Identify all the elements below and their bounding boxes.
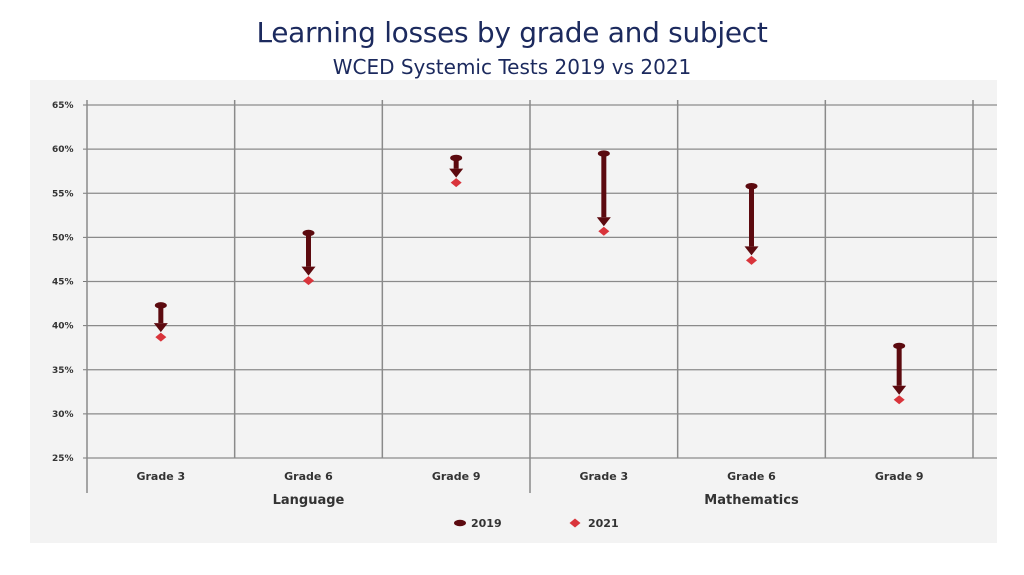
point-2021	[450, 178, 462, 188]
arrow-head	[449, 168, 464, 178]
point-2021	[893, 395, 905, 405]
point-2019	[597, 150, 610, 157]
arrow-head	[301, 266, 316, 276]
y-tick-label: 35%	[52, 366, 74, 376]
legend-marker-2021	[569, 518, 581, 528]
chart-subtitle: WCED Systemic Tests 2019 vs 2021	[332, 55, 692, 79]
y-tick-label: 50%	[52, 233, 74, 243]
point-2019	[450, 154, 463, 162]
point-2019	[154, 302, 167, 309]
arrow-head	[596, 217, 611, 227]
arrow-head	[744, 246, 759, 256]
category-label: Grade 9	[875, 470, 924, 483]
y-tick-label: 55%	[52, 189, 74, 199]
point-2021	[155, 332, 167, 342]
category-label: Grade 3	[136, 470, 185, 483]
group-label: Language	[273, 493, 345, 508]
y-tick-label: 40%	[52, 322, 74, 332]
chart-panel: 25% 30% 35% 40% 45% 50% 55% 60% 65% Grade 3 Grade …	[30, 80, 997, 543]
group-label: Mathematics	[704, 493, 799, 508]
category-label: Grade 6	[284, 470, 333, 483]
arrow-head	[892, 385, 907, 395]
category-label: Grade 9	[432, 470, 481, 483]
y-tick-label: 30%	[52, 410, 74, 420]
y-tick-label: 25%	[52, 454, 74, 464]
chart-title: Learning losses by grade and subject	[256, 16, 768, 49]
point-2019	[745, 182, 758, 190]
legend-marker-2019	[454, 519, 466, 527]
point-2021	[303, 276, 314, 286]
arrow-head	[153, 323, 168, 333]
y-tick-label: 60%	[52, 145, 74, 155]
category-label: Grade 6	[727, 470, 776, 483]
point-2021	[598, 226, 610, 236]
y-tick-label: 65%	[52, 101, 74, 111]
chart-svg: 25% 30% 35% 40% 45% 50% 55% 60% 65% Grade 3 Grade …	[52, 100, 997, 530]
legend-label-2021: 2021	[588, 517, 619, 530]
point-2021	[746, 255, 757, 265]
y-tick-label: 45%	[52, 278, 74, 288]
point-2019	[302, 229, 315, 237]
point-2019	[893, 342, 906, 350]
legend-label-2019: 2019	[471, 517, 502, 530]
category-label: Grade 3	[579, 470, 628, 483]
